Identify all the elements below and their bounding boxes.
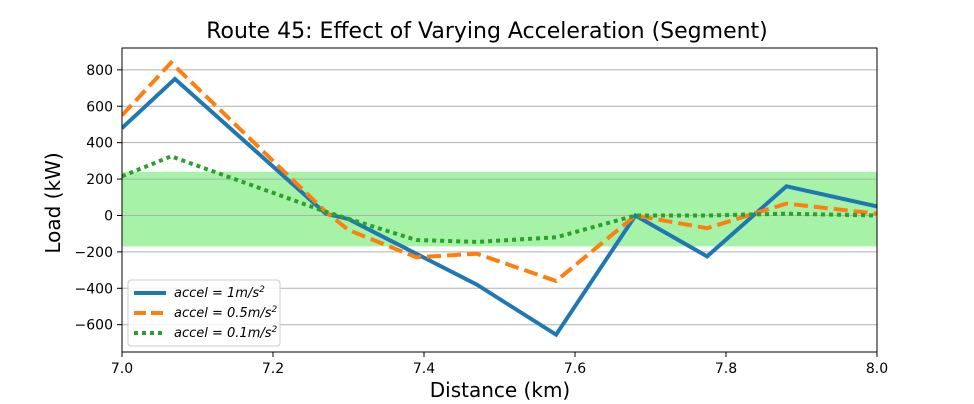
target-band: [122, 171, 877, 247]
y-tick-label: 200: [86, 172, 113, 188]
y-tick-label: −400: [75, 281, 113, 297]
series-line-2: [122, 59, 877, 284]
y-tick-label: −600: [75, 318, 113, 334]
y-tick-label: −200: [75, 245, 113, 261]
axes-frame: [121, 47, 878, 353]
y-tick-label: 800: [86, 63, 113, 79]
x-tick-label: 7.2: [262, 361, 284, 377]
x-tick-label: 7.0: [111, 361, 133, 377]
x-tick-label: 8.0: [866, 361, 888, 377]
x-tick-label: 7.4: [413, 361, 435, 377]
x-tick-label: 7.6: [564, 361, 586, 377]
y-tick-label: 600: [86, 99, 113, 115]
series-group: [122, 59, 877, 338]
y-tick-label: 400: [86, 136, 113, 152]
legend-label-1: accel = 1m/s2: [174, 285, 265, 301]
y-axis-label: Load (kW): [41, 152, 65, 253]
legend: accel = 1m/s2 accel = 0.5m/s2 accel = 0.1m…: [127, 279, 281, 347]
legend-label-3: accel = 0.1m/s2: [174, 325, 278, 341]
x-axis-label: Distance (km): [430, 378, 570, 402]
chart-title: Route 45: Effect of Varying Acceleration…: [206, 19, 768, 44]
legend-label-2: accel = 0.5m/s2: [174, 305, 278, 321]
y-tick-label: 0: [104, 208, 113, 224]
legend-box: [127, 279, 281, 347]
plot-area: 7.0 7.2 7.4 7.6 7.8 8.0 −600 −400 −200 0 200 400 600…: [75, 47, 888, 377]
series-line-1: [122, 76, 877, 338]
x-tick-label: 7.8: [715, 361, 737, 377]
